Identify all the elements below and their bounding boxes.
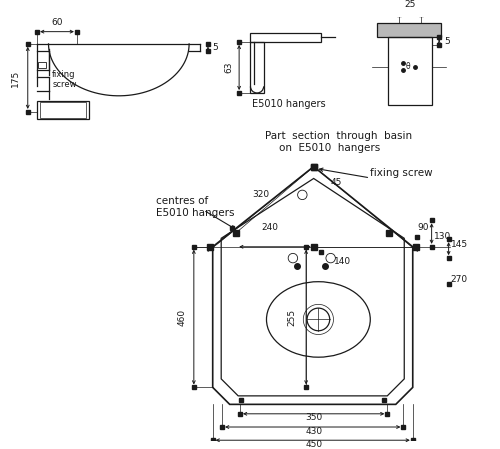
Text: 140: 140 bbox=[334, 257, 351, 266]
Text: 175: 175 bbox=[11, 69, 20, 87]
Text: Part  section  through  basin: Part section through basin bbox=[264, 132, 412, 141]
Text: centres of: centres of bbox=[156, 196, 208, 207]
Text: 320: 320 bbox=[252, 190, 270, 199]
Text: 90: 90 bbox=[418, 223, 429, 232]
Text: 430: 430 bbox=[305, 427, 322, 436]
Text: 240: 240 bbox=[262, 223, 279, 232]
Bar bbox=[250, 33, 321, 42]
Text: fixing
screw: fixing screw bbox=[52, 70, 77, 89]
Text: E5010 hangers: E5010 hangers bbox=[252, 99, 326, 109]
Text: 350: 350 bbox=[305, 414, 322, 423]
Text: 5: 5 bbox=[444, 36, 450, 46]
Text: θ: θ bbox=[406, 62, 410, 71]
Text: 450: 450 bbox=[305, 440, 322, 449]
Text: 25: 25 bbox=[404, 0, 415, 9]
Text: 255: 255 bbox=[288, 308, 296, 326]
Text: 5: 5 bbox=[212, 43, 218, 52]
Text: E5010 hangers: E5010 hangers bbox=[156, 207, 234, 218]
Text: 63: 63 bbox=[224, 62, 234, 73]
Text: 45: 45 bbox=[330, 178, 342, 187]
Text: on  E5010  hangers: on E5010 hangers bbox=[279, 143, 380, 153]
Text: fixing screw: fixing screw bbox=[370, 168, 433, 178]
Text: 460: 460 bbox=[178, 308, 186, 326]
Bar bbox=[37, 101, 89, 119]
Bar bbox=[377, 23, 441, 37]
Bar bbox=[38, 62, 46, 67]
Text: 130: 130 bbox=[434, 232, 451, 241]
Bar bbox=[250, 42, 264, 93]
Text: 145: 145 bbox=[450, 240, 468, 249]
Text: 270: 270 bbox=[450, 275, 468, 284]
Bar bbox=[388, 37, 432, 105]
Text: 60: 60 bbox=[52, 18, 63, 27]
Bar bbox=[40, 102, 86, 118]
